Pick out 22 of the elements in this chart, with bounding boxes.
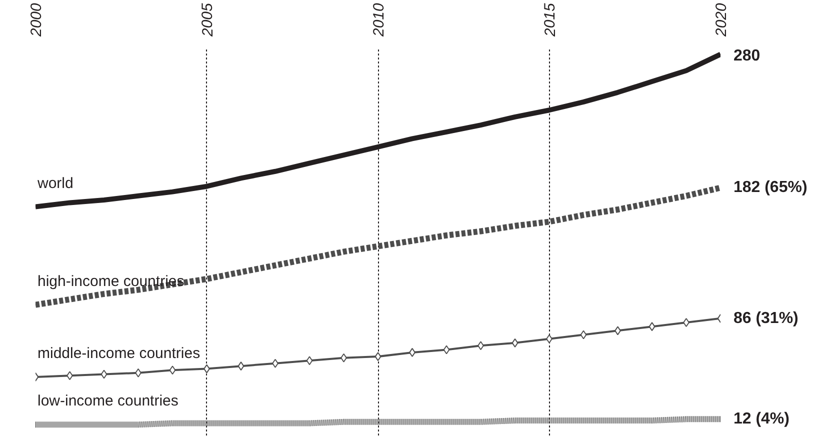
series-label: world [36,174,74,192]
point [306,356,313,366]
x-tick-label: 2020 [713,2,730,38]
x-tick-label: 2010 [370,2,388,38]
series-label: high-income countries [38,272,184,290]
point [374,352,382,362]
x-tick-label: 2005 [199,2,216,38]
data-label: 182 (65%) [733,179,808,196]
series-label: middle-income countries [38,344,200,362]
point [648,322,656,332]
point [580,330,587,340]
point [169,366,176,375]
point [100,370,108,379]
data-label: 12 (4%) [733,410,790,428]
x-tick-label: 2015 [542,2,559,38]
data-label: 280 [733,47,760,64]
point [443,345,450,354]
x-tick-label: 2000 [28,2,45,38]
point [512,338,518,348]
series-label: low-income countries [38,392,178,410]
point [238,362,244,371]
data-label: 86 (31%) [733,310,798,327]
